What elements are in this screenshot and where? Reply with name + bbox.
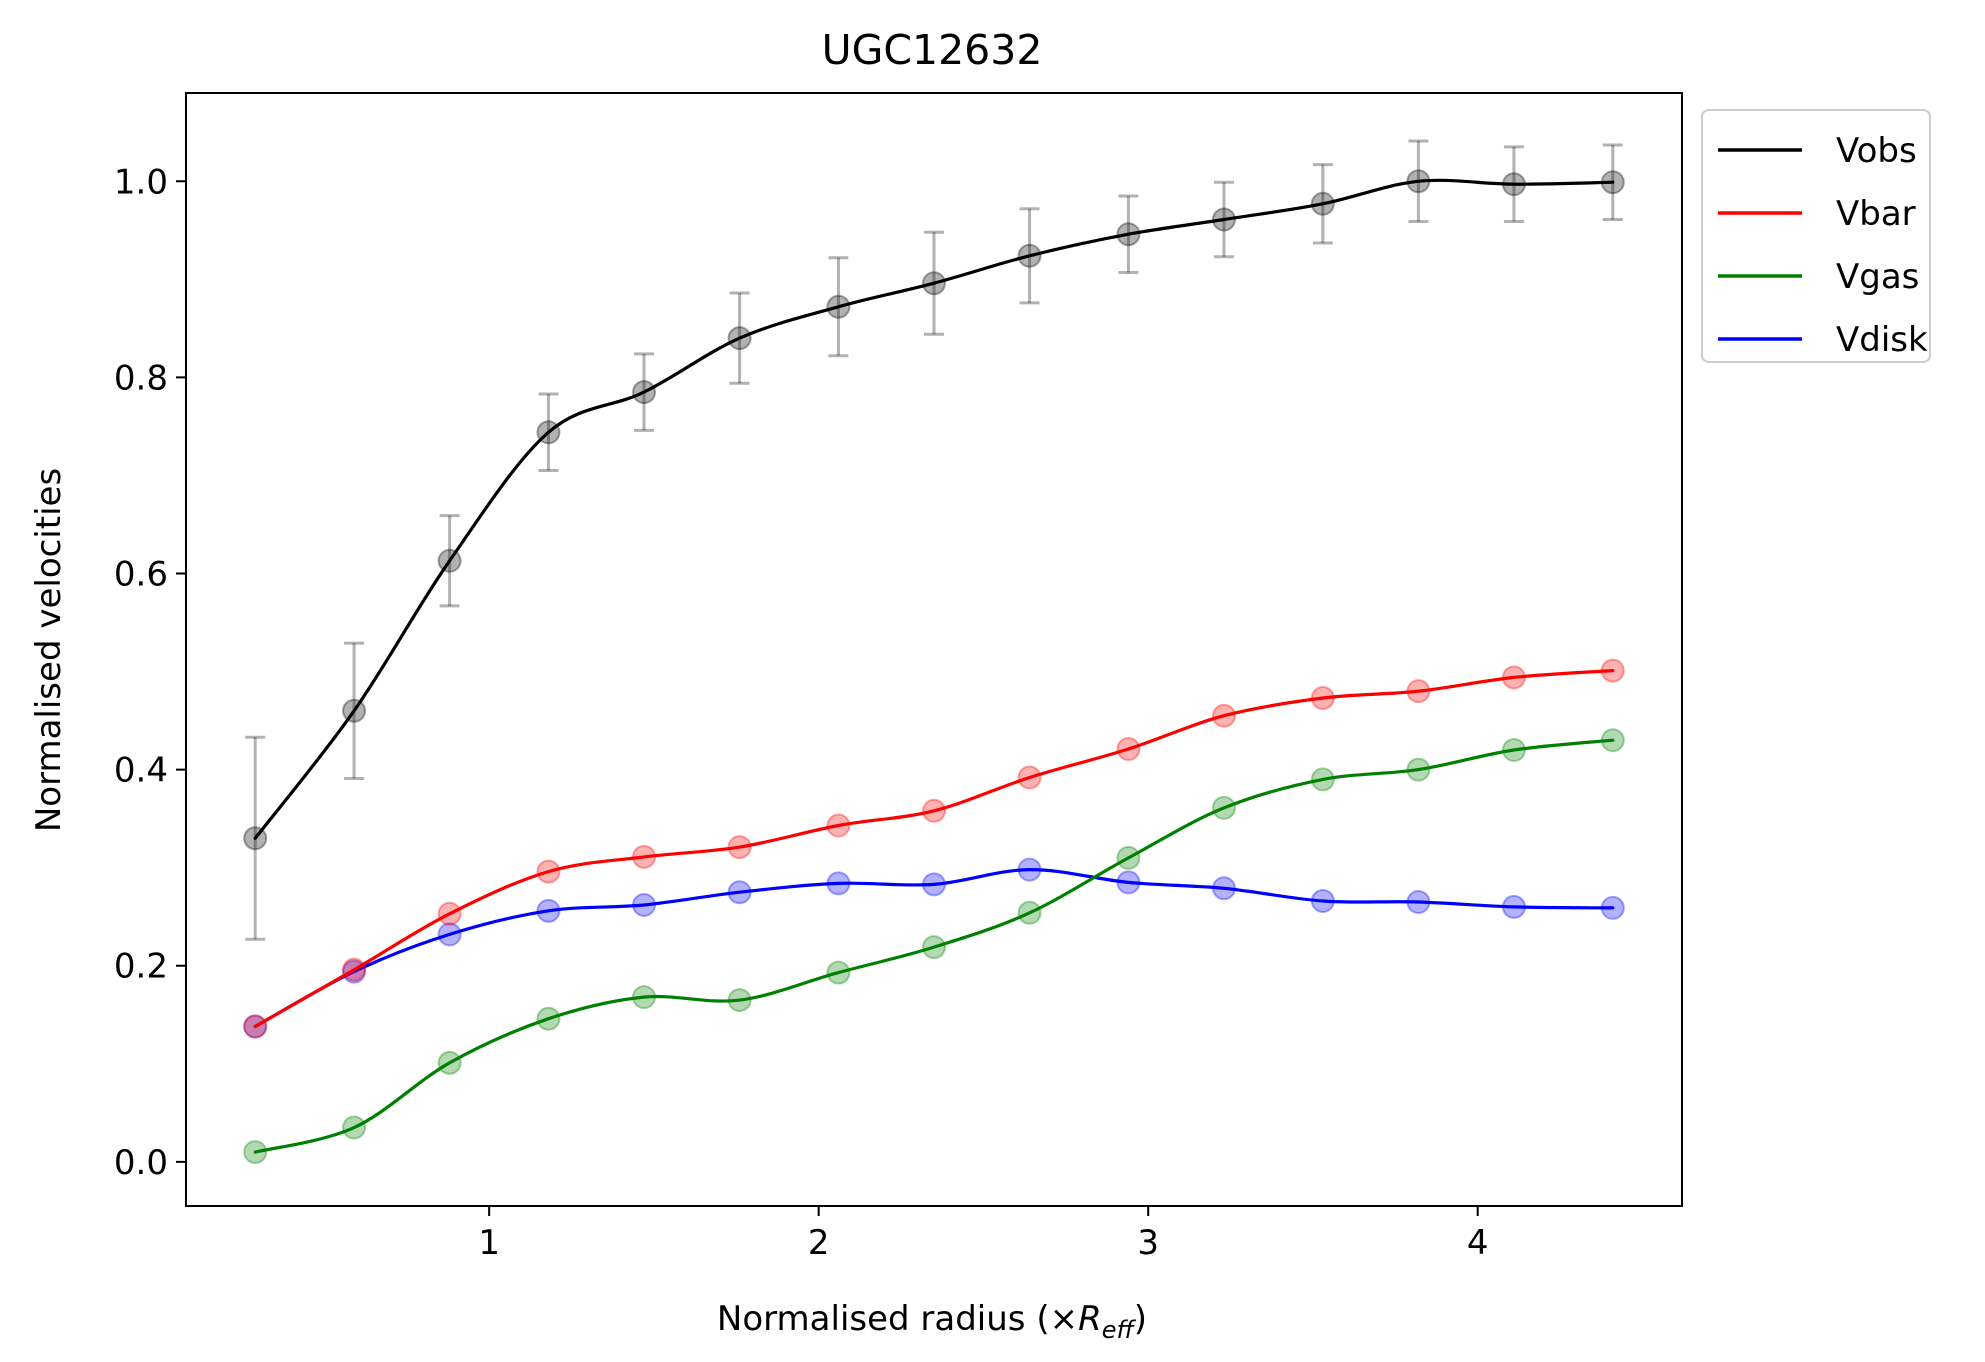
x-axis-label: Normalised radius (×Reff) (717, 1299, 1147, 1344)
axis-ticks: 1 2 3 4 0.0 0.2 0.4 0.6 0.8 1.0 (114, 162, 1489, 1263)
vobs-line (253, 178, 1615, 840)
vbar-line (253, 669, 1615, 1029)
plot-frame (185, 92, 1683, 1207)
y-tick-label: 0.4 (114, 751, 168, 791)
legend-label-vgas: Vgas (1836, 257, 1919, 297)
series-vbar (243, 658, 1625, 1039)
legend-label-vobs: Vobs (1836, 131, 1917, 171)
y-tick-label: 0.0 (114, 1143, 168, 1183)
x-tick-label: 2 (808, 1223, 830, 1263)
y-tick-label: 0.8 (114, 358, 168, 398)
plot-area (243, 139, 1625, 1165)
chart-title: UGC12632 (822, 26, 1043, 74)
series-vobs (243, 139, 1625, 941)
series-vdisk (243, 857, 1625, 1039)
x-tick-label: 4 (1467, 1223, 1489, 1263)
legend: Vobs Vbar Vgas Vdisk (1701, 109, 1931, 363)
vdisk-line (253, 867, 1615, 1029)
y-tick-label: 0.6 (114, 555, 168, 595)
y-tick-label: 0.2 (114, 947, 168, 987)
legend-label-vbar: Vbar (1836, 194, 1916, 234)
x-tick-label: 1 (478, 1223, 500, 1263)
y-axis-label: Normalised velocities (29, 468, 69, 832)
legend-frame (1701, 109, 1931, 363)
y-tick-label: 1.0 (114, 162, 168, 202)
vgas-line (253, 738, 1615, 1154)
legend-label-vdisk: Vdisk (1836, 320, 1928, 360)
series-vgas (243, 728, 1625, 1165)
x-tick-label: 3 (1137, 1223, 1159, 1263)
